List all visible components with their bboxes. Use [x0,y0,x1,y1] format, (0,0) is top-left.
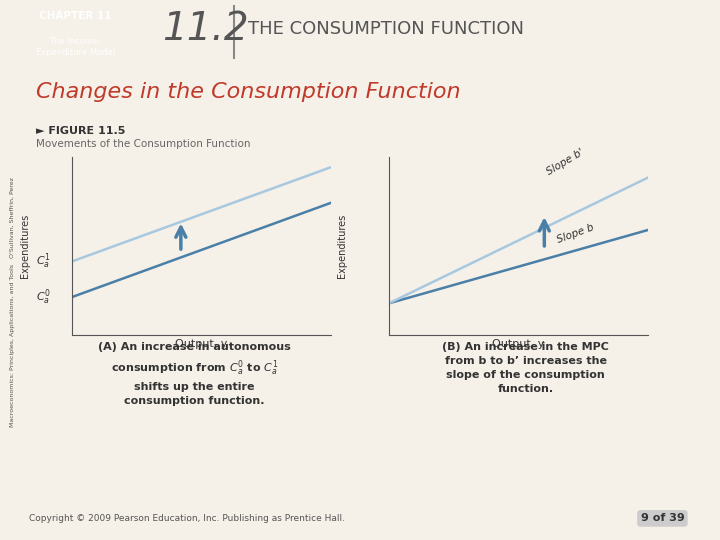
Text: Movements of the Consumption Function: Movements of the Consumption Function [36,139,251,149]
Text: Slope b: Slope b [556,222,595,245]
Text: ► FIGURE 11.5: ► FIGURE 11.5 [36,126,125,137]
Text: Copyright © 2009 Pearson Education, Inc. Publishing as Prentice Hall.: Copyright © 2009 Pearson Education, Inc.… [29,514,345,523]
X-axis label: Output, y: Output, y [176,339,228,349]
Text: (A) An increase in autonomous
consumption from $C_a^0$ to $C_a^1$
shifts up the : (A) An increase in autonomous consumptio… [98,342,291,406]
Text: Slope b': Slope b' [544,147,585,178]
Text: $C_a^1$: $C_a^1$ [37,252,51,271]
Text: (B) An increase in the MPC
from b to b’ increases the
slope of the consumption
f: (B) An increase in the MPC from b to b’ … [442,342,609,394]
Text: $C_a^0$: $C_a^0$ [36,287,51,307]
Text: 9 of 39: 9 of 39 [641,514,684,523]
X-axis label: Output, y: Output, y [492,339,544,349]
Text: Macroeconomics: Principles, Applications, and Tools   O'Sullivan, Sheffrin, Pere: Macroeconomics: Principles, Applications… [10,178,15,427]
Text: 11.2: 11.2 [163,10,249,48]
Text: THE CONSUMPTION FUNCTION: THE CONSUMPTION FUNCTION [248,20,524,38]
Text: CHAPTER 11: CHAPTER 11 [40,11,112,21]
Text: The Income-
Expenditure Model: The Income- Expenditure Model [36,37,115,57]
Text: Expenditures: Expenditures [337,214,347,278]
Text: Expenditures: Expenditures [20,214,30,278]
Text: Changes in the Consumption Function: Changes in the Consumption Function [36,82,461,102]
